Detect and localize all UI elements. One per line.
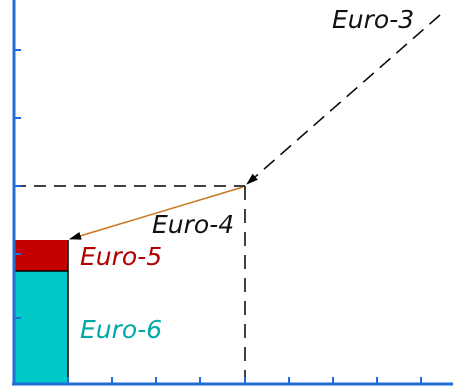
euro4-label: Euro-4 — [152, 210, 234, 239]
euro6-label: Euro-6 — [80, 315, 162, 344]
y-axis-ticks — [14, 49, 21, 319]
euro4-to-euro5-arrow — [69, 186, 244, 240]
euro3-to-euro4-arrow — [246, 14, 441, 185]
euro3-label: Euro-3 — [332, 5, 414, 34]
euro6-region — [14, 271, 68, 383]
x-axis-ticks — [67, 377, 422, 384]
euro5-label: Euro-5 — [80, 242, 162, 271]
euro5-region — [14, 240, 68, 271]
